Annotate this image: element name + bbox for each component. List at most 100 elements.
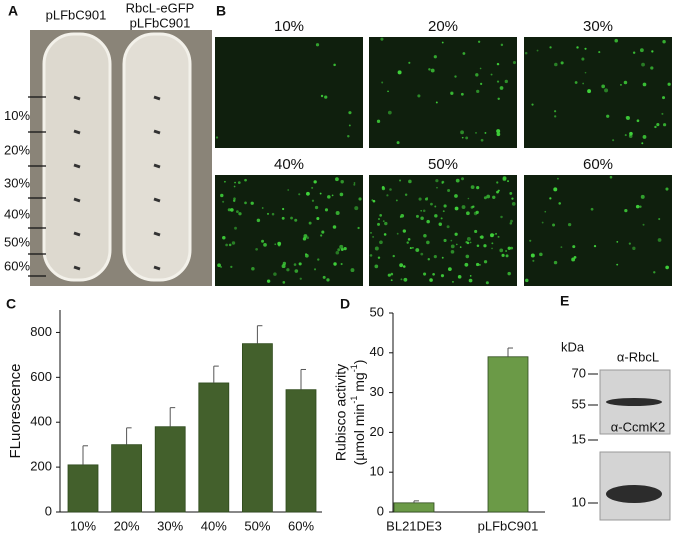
cell-dot <box>377 256 381 259</box>
cell-dot <box>625 115 629 120</box>
cell-dot <box>616 240 619 243</box>
cell-dot <box>581 57 585 61</box>
cell-dot <box>415 214 419 218</box>
bar <box>393 502 435 513</box>
cell-dot <box>215 136 219 139</box>
cell-dot <box>381 81 384 84</box>
cell-dot <box>233 197 236 201</box>
error-bar <box>413 500 419 503</box>
cell-dot <box>376 119 381 123</box>
cell-dot <box>609 175 613 179</box>
cell-dot <box>475 210 479 214</box>
cell-dot <box>403 277 408 282</box>
blot-band <box>606 398 662 406</box>
cell-dot <box>287 189 290 191</box>
cell-dot <box>454 206 459 211</box>
cell-dot <box>381 186 385 189</box>
cell-dot <box>496 190 499 194</box>
cell-dot <box>261 207 264 209</box>
bar <box>111 444 142 513</box>
cell-dot <box>639 48 644 53</box>
cell-dot <box>339 244 344 249</box>
cell-dot <box>620 84 622 86</box>
cell-dot <box>324 95 328 99</box>
cell-dot <box>544 210 547 213</box>
cell-dot <box>452 280 454 283</box>
cell-dot <box>558 202 561 205</box>
bar <box>67 464 99 513</box>
cell-dot <box>326 278 330 282</box>
cell-dot <box>340 180 344 184</box>
cell-dot <box>491 242 494 245</box>
cell-dot <box>420 216 424 220</box>
cell-dot <box>357 226 360 230</box>
band-mark <box>73 197 81 203</box>
cell-dot <box>395 199 398 202</box>
cell-dot <box>511 197 514 200</box>
cell-dot <box>557 177 559 180</box>
cell-dot <box>598 51 601 54</box>
cell-dot <box>423 272 427 276</box>
cell-dot <box>386 194 389 197</box>
cell-dot <box>320 94 324 98</box>
cell-dot <box>467 197 470 200</box>
cell-dot <box>512 60 517 65</box>
cell-dot <box>371 199 374 201</box>
cell-dot <box>333 63 336 67</box>
panel-label: E <box>560 293 569 309</box>
cell-dot <box>496 129 501 134</box>
cell-dot <box>372 236 374 238</box>
cell-dot <box>277 241 282 246</box>
cell-dot <box>454 232 458 236</box>
cell-dot <box>639 205 642 208</box>
image-title: 60% <box>583 156 613 173</box>
cell-dot <box>422 209 426 213</box>
cell-dot <box>510 219 513 223</box>
cell-dot <box>466 237 471 241</box>
cell-dot <box>350 268 355 273</box>
cell-dot <box>370 231 372 234</box>
cell-dot <box>251 266 255 271</box>
cell-dot <box>640 194 645 199</box>
cell-dot <box>335 250 340 255</box>
cell-dot <box>572 245 576 249</box>
cell-dot <box>549 46 552 49</box>
cell-dot <box>499 248 504 253</box>
cell-dot <box>311 186 314 189</box>
error-bar <box>256 325 263 344</box>
cell-dot <box>584 47 587 50</box>
cell-dot <box>454 75 457 78</box>
y-axis-title: (µmol min-1 mg-1) <box>349 360 366 466</box>
cell-dot <box>628 242 631 245</box>
cell-dot <box>374 246 379 251</box>
cell-dot <box>507 246 511 250</box>
unit-label: kDa <box>561 339 585 354</box>
fraction-label: 10% <box>4 108 30 123</box>
cell-dot <box>261 239 265 243</box>
cell-dot <box>492 195 496 199</box>
x-tick-label: BL21DE3 <box>386 518 442 533</box>
cell-dot <box>440 217 443 220</box>
cell-dot <box>313 180 317 184</box>
cell-dot <box>232 199 236 202</box>
cell-dot <box>348 111 352 115</box>
cell-dot <box>302 237 307 241</box>
cell-dot <box>230 265 233 269</box>
cell-dot <box>400 213 405 218</box>
cell-dot <box>387 90 389 93</box>
cell-dot <box>424 197 428 201</box>
cell-dot <box>466 211 470 216</box>
cell-dot <box>412 246 414 249</box>
cell-dot <box>511 202 516 206</box>
band-mark <box>153 163 161 169</box>
band-mark <box>153 129 161 135</box>
cell-dot <box>469 275 472 277</box>
cell-dot <box>420 252 424 256</box>
cell-dot <box>465 241 468 244</box>
cell-dot <box>475 73 479 77</box>
cell-dot <box>320 234 323 237</box>
panel-label: A <box>8 3 18 19</box>
y-axis-title: FLuorescence <box>7 363 24 458</box>
cell-dot <box>237 181 241 185</box>
